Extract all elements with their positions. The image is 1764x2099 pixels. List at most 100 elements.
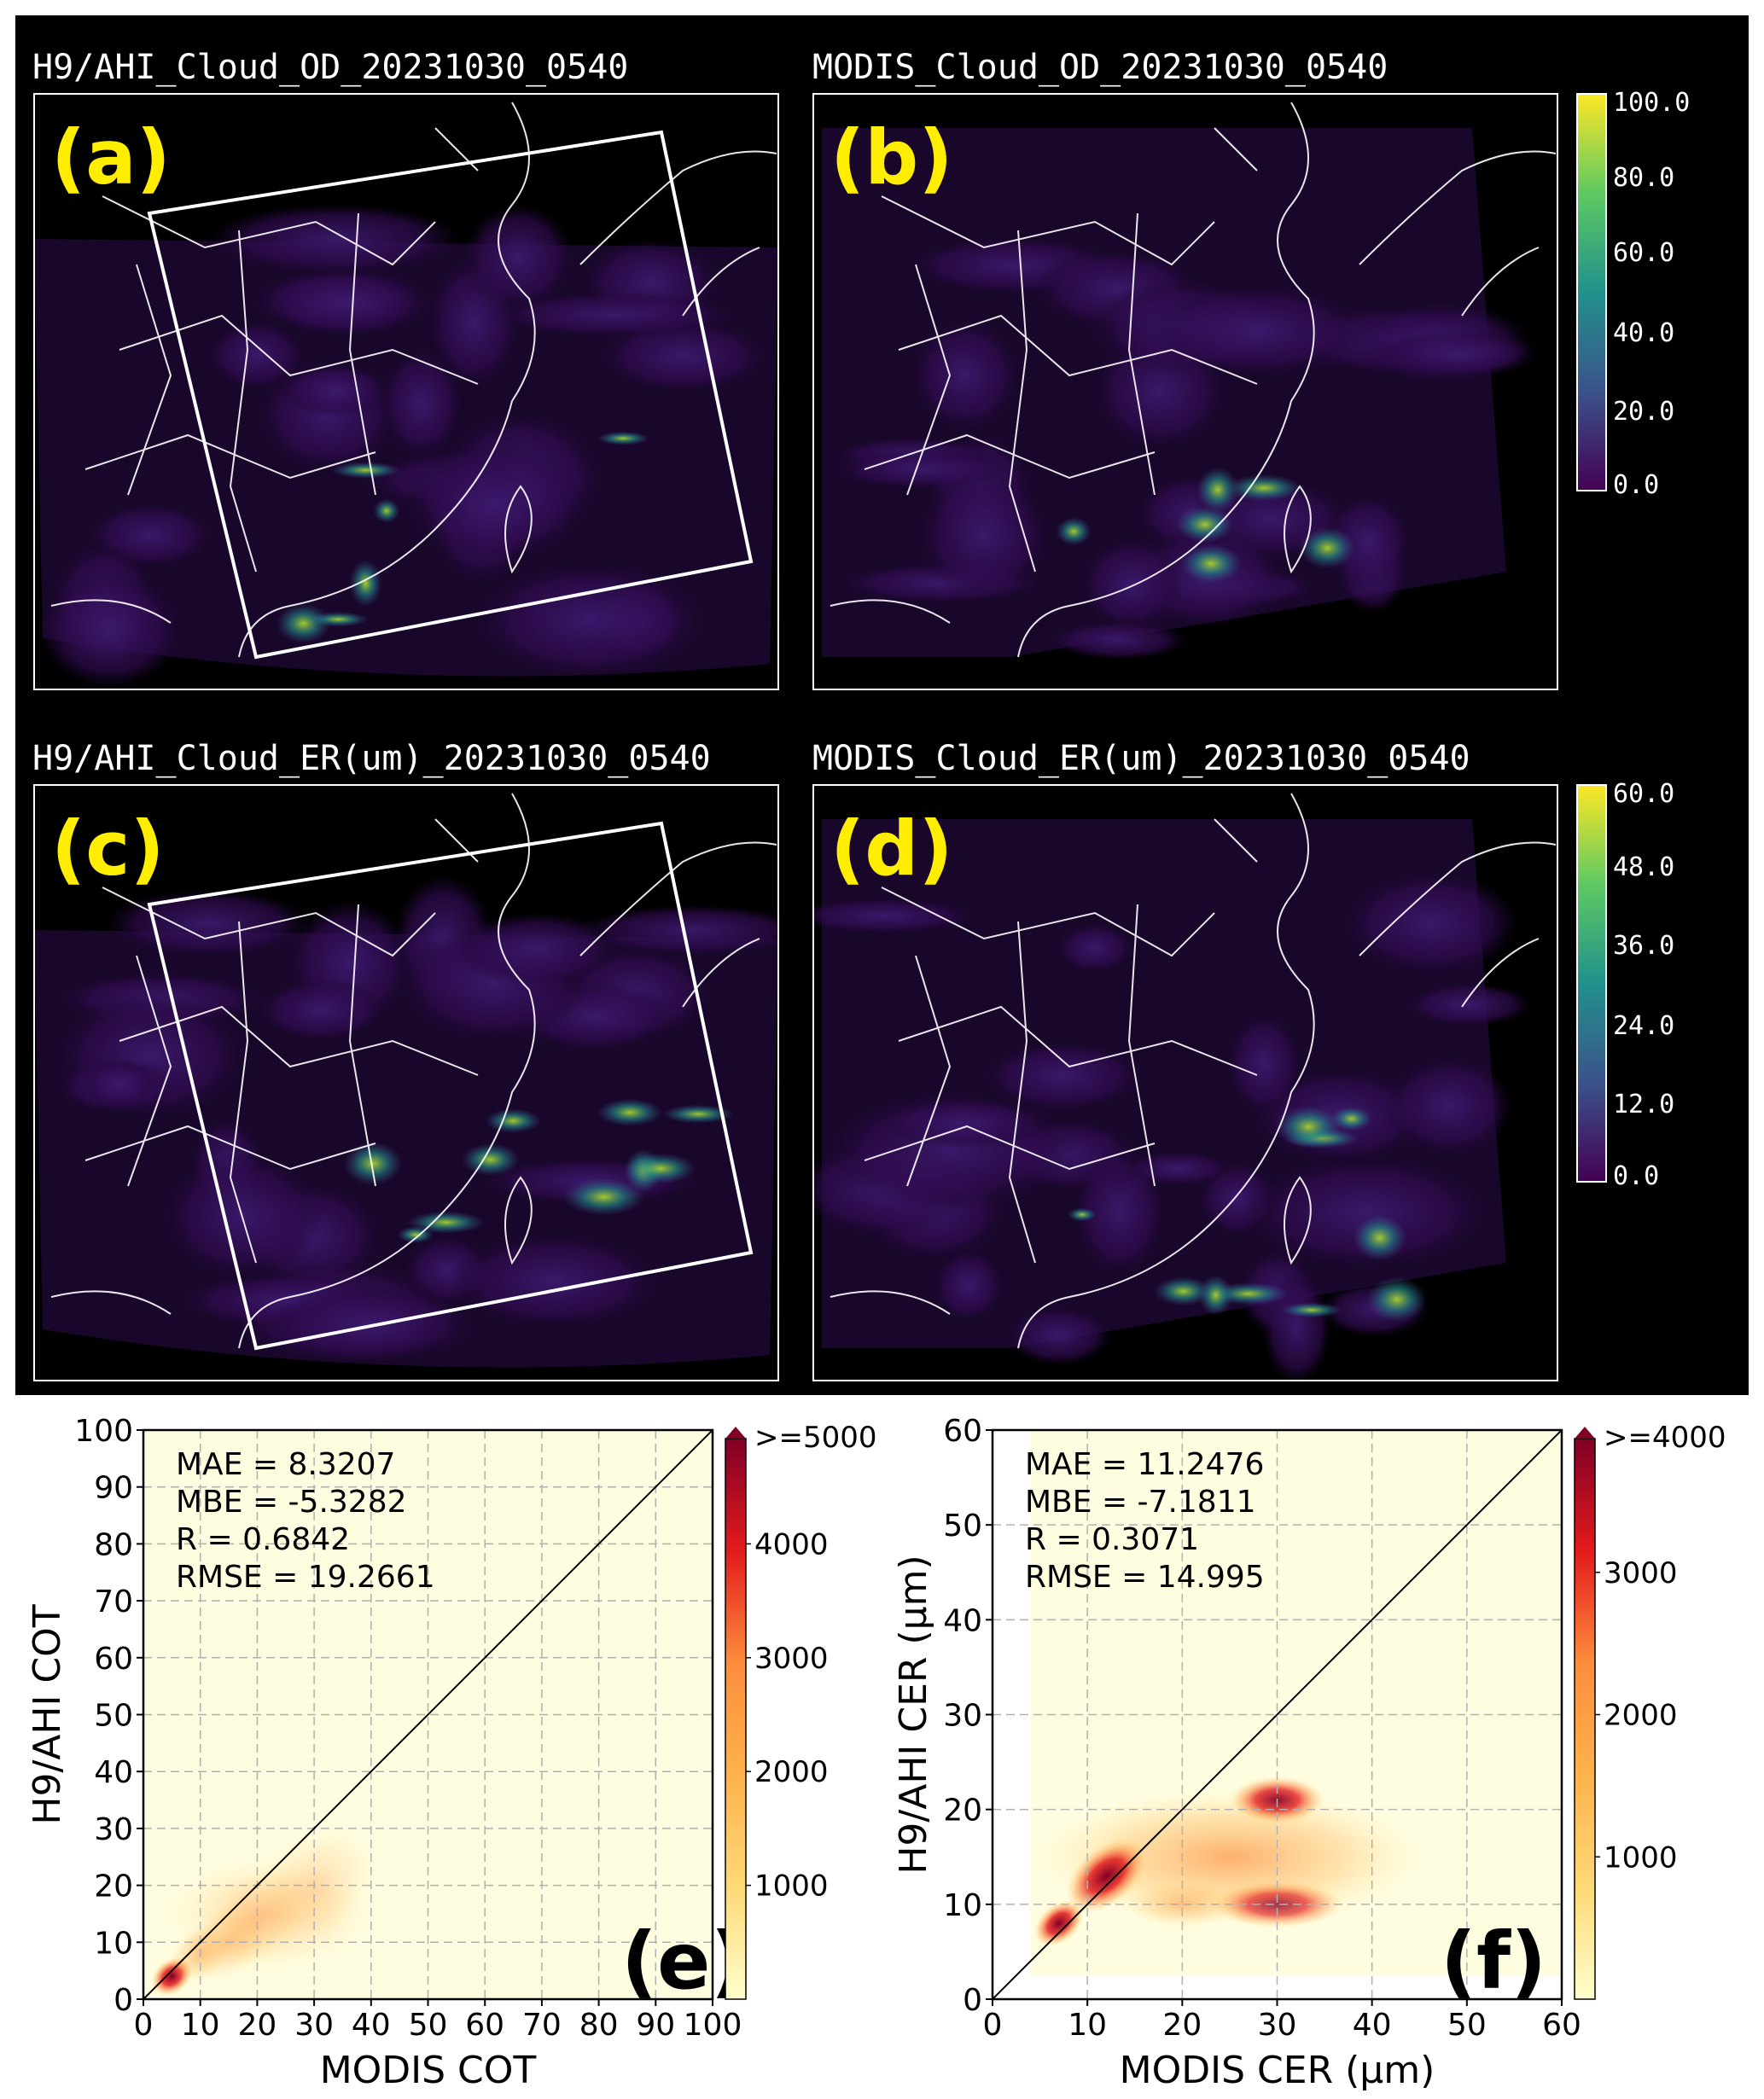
cloud-patch bbox=[1377, 330, 1539, 377]
stat-line: RMSE = 19.2661 bbox=[176, 1560, 435, 1595]
x-tick-label: 50 bbox=[409, 2008, 448, 2043]
cloud-patch bbox=[1324, 493, 1411, 589]
colorbar-tick-label: 4000 bbox=[754, 1527, 829, 1561]
cloud-bright-patch bbox=[407, 1211, 485, 1234]
y-axis-title: H9/AHI COT bbox=[26, 1604, 69, 1824]
modis-footprint-box bbox=[147, 821, 754, 1351]
border-line bbox=[1127, 904, 1156, 1187]
stat-line: R = 0.3071 bbox=[1025, 1522, 1199, 1557]
border-line bbox=[229, 921, 257, 1264]
x-tick-label: 0 bbox=[983, 2008, 1003, 2043]
y-tick-label: 40 bbox=[94, 1755, 133, 1790]
x-tick-label: 60 bbox=[465, 2008, 504, 2043]
y-axis-title: H9/AHI CER (μm) bbox=[892, 1555, 935, 1874]
cloud-bright-patch bbox=[330, 462, 401, 479]
map-frame bbox=[33, 784, 779, 1381]
cloud-patch bbox=[1057, 923, 1133, 974]
map-title-b: MODIS_Cloud_OD_20231030_0540 bbox=[812, 48, 1388, 87]
x-axis-title: MODIS COT bbox=[320, 2049, 537, 2092]
map-borders bbox=[50, 102, 777, 658]
border-line bbox=[504, 1176, 533, 1265]
border-line bbox=[84, 1125, 376, 1171]
cloud-bright-patch bbox=[1154, 1276, 1213, 1306]
cb-cer-tick-3: 24.0 bbox=[1613, 1011, 1674, 1041]
panel-letter-f: (f) bbox=[1441, 1916, 1546, 2007]
x-tick-label: 40 bbox=[352, 2008, 391, 2043]
cb-cot-tick-1: 80.0 bbox=[1613, 163, 1674, 193]
cloud-patch bbox=[262, 267, 434, 338]
cloud-patch bbox=[1006, 1305, 1112, 1366]
cloud-patch bbox=[917, 470, 1050, 601]
cloud-bright-patch bbox=[485, 1108, 542, 1133]
cloud-bright-patch bbox=[597, 431, 649, 445]
panel-letter-a: (a) bbox=[51, 113, 171, 201]
border-line bbox=[1461, 938, 1540, 1008]
colorbar-tick-label: 3000 bbox=[754, 1642, 829, 1676]
cloud-patch bbox=[104, 889, 312, 957]
density-plot-e: 0 10 20 30 40 50 60 70 80 90 100010203040506070809… bbox=[26, 1414, 877, 2092]
y-tick-label: 70 bbox=[94, 1584, 133, 1619]
cloud-bright-patch bbox=[1198, 1274, 1233, 1317]
map-title-a: H9/AHI_Cloud_OD_20231030_0540 bbox=[32, 48, 628, 87]
cloud-bright-patch bbox=[662, 1104, 734, 1124]
border-line bbox=[127, 264, 172, 496]
border-line bbox=[50, 599, 172, 624]
density-blob bbox=[1033, 1899, 1085, 1947]
border-line bbox=[1461, 247, 1540, 317]
cloud-bright-patch bbox=[1366, 1276, 1428, 1323]
density-blob bbox=[1125, 1881, 1240, 1928]
stat-line: MBE = -5.3282 bbox=[176, 1485, 407, 1520]
cloud-bright-patch bbox=[1225, 474, 1302, 502]
border-line bbox=[348, 904, 376, 1187]
cloud-patch bbox=[38, 570, 183, 689]
cloud-patch bbox=[281, 363, 390, 417]
x-tick-label: 10 bbox=[181, 2008, 220, 2043]
border-line bbox=[1008, 921, 1036, 1264]
border-line bbox=[830, 599, 951, 624]
cloud-bright-patch bbox=[1175, 506, 1234, 544]
cloud-patch bbox=[1150, 284, 1367, 377]
colorbar-top-label: >=5000 bbox=[754, 1421, 877, 1455]
x-tick-label: 70 bbox=[522, 2008, 562, 2043]
one-to-one-line bbox=[993, 1430, 1562, 1999]
cloud-bright-patch bbox=[276, 603, 331, 644]
y-tick-label: 30 bbox=[94, 1812, 133, 1847]
border-line bbox=[229, 230, 257, 573]
modis-footprint-box bbox=[147, 130, 754, 660]
panel-letter-b: (b) bbox=[830, 113, 952, 201]
cloud-patch bbox=[448, 1234, 661, 1329]
border-line bbox=[1214, 127, 1258, 172]
cb-cer-tick-2: 36.0 bbox=[1613, 931, 1674, 961]
cb-cer-tick-1: 48.0 bbox=[1613, 852, 1674, 882]
cb-cot-tick-3: 40.0 bbox=[1613, 318, 1674, 348]
density-colorbar: >=4000 1000 2000 3000 bbox=[1574, 1421, 1726, 2000]
x-tick-label: 20 bbox=[1162, 2008, 1202, 2043]
cb-cer-tick-5: 0.0 bbox=[1613, 1161, 1659, 1191]
border-line bbox=[238, 102, 536, 658]
colorbar-extend-arrow bbox=[1575, 1427, 1595, 1439]
cloud-bright-patch bbox=[373, 498, 400, 523]
density-colorbar: >=5000 1000 2000 3000 4000 bbox=[725, 1421, 877, 2000]
y-tick-label: 100 bbox=[74, 1414, 133, 1449]
map-frame bbox=[33, 93, 779, 690]
x-axis-title: MODIS CER (μm) bbox=[1120, 2049, 1435, 2092]
cloud-bright-patch bbox=[1180, 544, 1243, 584]
stat-line: MBE = -7.1811 bbox=[1025, 1485, 1256, 1520]
cloud-patch bbox=[598, 318, 768, 393]
cloud-patch bbox=[880, 1098, 1048, 1148]
border-line bbox=[579, 841, 777, 956]
cloud-patch bbox=[933, 1249, 1004, 1323]
cloud-patch bbox=[207, 320, 306, 390]
map-frame bbox=[812, 784, 1558, 1381]
map-borders bbox=[830, 102, 1557, 658]
cb-cot-tick-0: 100.0 bbox=[1613, 88, 1690, 118]
cloud-patch bbox=[256, 979, 386, 1042]
colorbar-cot: 100.0 80.0 60.0 40.0 20.0 0.0 bbox=[1576, 88, 1690, 500]
stat-line: RMSE = 14.995 bbox=[1025, 1560, 1265, 1595]
border-line bbox=[1127, 212, 1156, 496]
x-tick-label: 100 bbox=[684, 2008, 742, 2043]
map-panel-a: H9/AHI_Cloud_OD_20231030_0540 (a) bbox=[32, 48, 779, 690]
border-line bbox=[1284, 485, 1312, 574]
density-panels: 0 10 20 30 40 50 60 70 80 90 100010203040506070809… bbox=[26, 1414, 1726, 2092]
